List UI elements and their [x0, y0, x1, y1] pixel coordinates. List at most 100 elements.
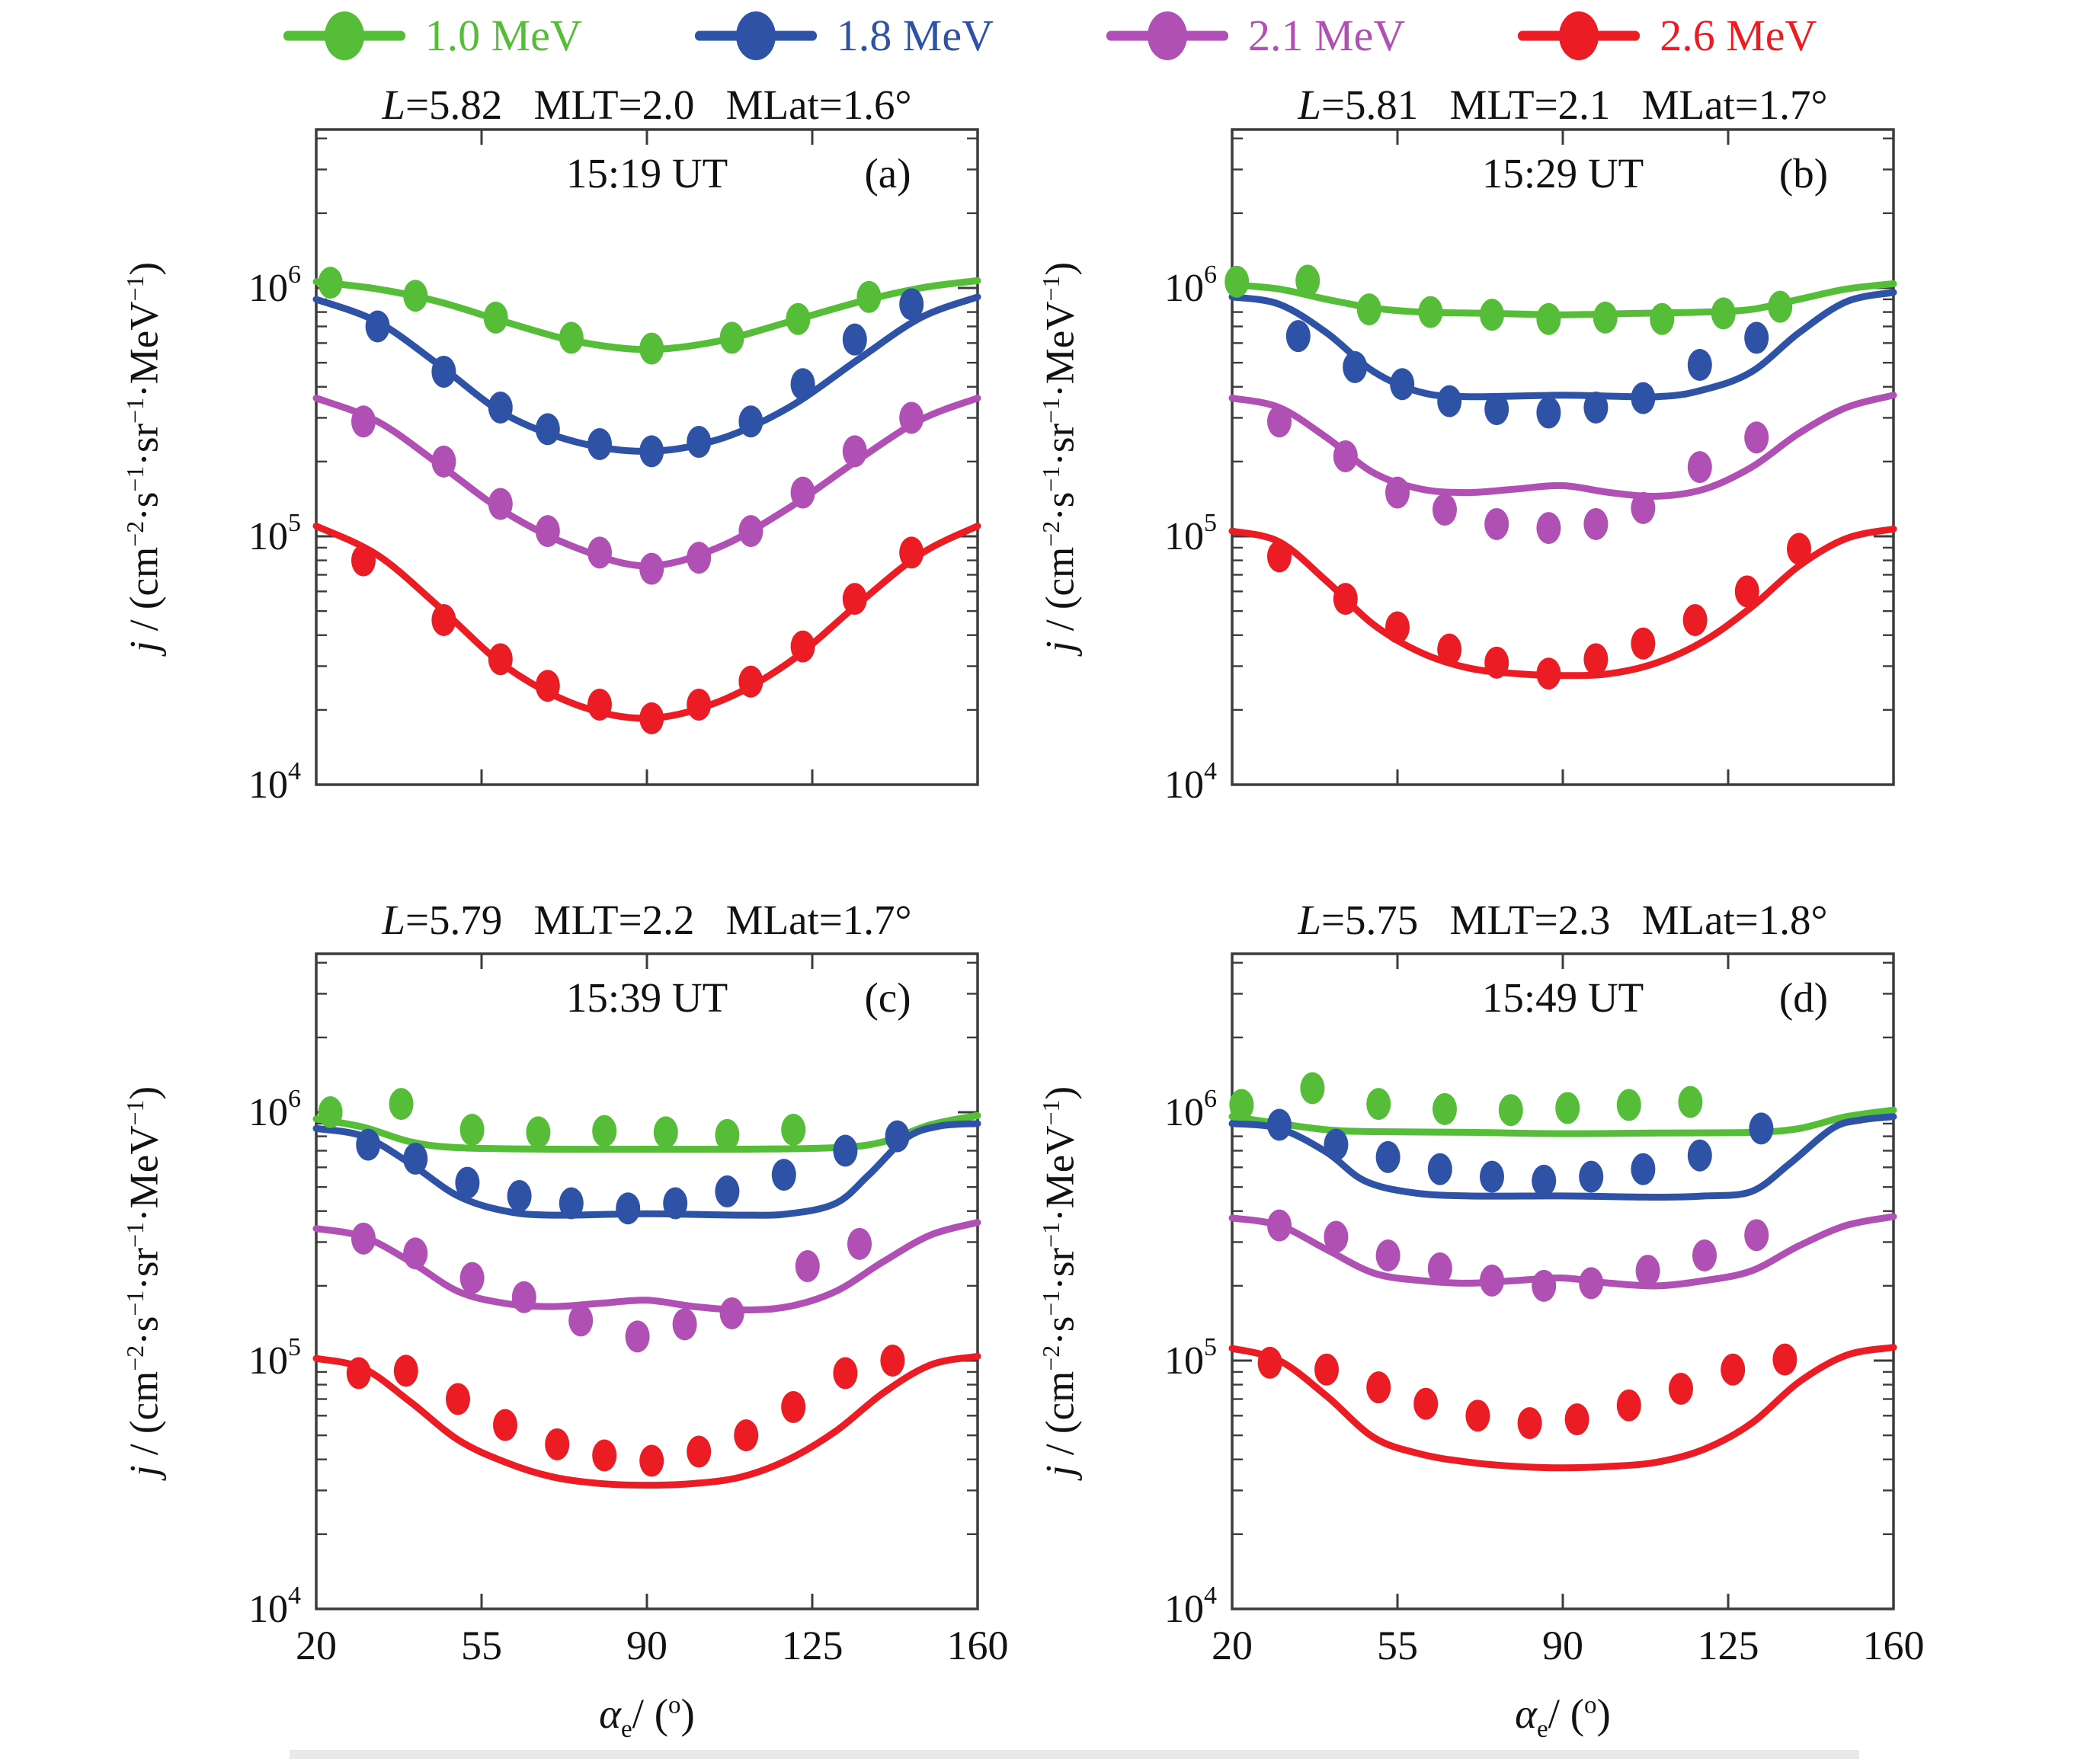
data-point-2.6MeV: [1583, 643, 1609, 676]
time-label-d: 15:49 UT: [1481, 974, 1644, 1021]
data-point-1.0MeV: [1366, 1088, 1391, 1121]
legend-item-2.1mev: 2.1 MeV: [1106, 11, 1405, 60]
data-point-2.1MeV: [738, 515, 763, 548]
data-point-2.6MeV: [880, 1345, 905, 1377]
data-point-1.8MeV: [1687, 348, 1712, 381]
y-tick-label: 106: [248, 261, 301, 310]
axis-label-part: ·MeV: [122, 1125, 167, 1222]
data-point-2.6MeV: [587, 688, 612, 721]
data-point-1.8MeV: [1744, 321, 1769, 354]
data-point-1.8MeV: [1267, 1108, 1292, 1141]
y-axis-label: j / (cm−2·s−1·sr−1·MeV−1): [1037, 1086, 1083, 1476]
data-point-2.6MeV: [738, 665, 763, 698]
data-point-2.6MeV: [1314, 1353, 1339, 1386]
panel-letter-d: (d): [1778, 974, 1829, 1021]
data-point-1.8MeV: [1579, 1160, 1604, 1193]
data-point-1.8MeV: [790, 368, 815, 401]
data-point-2.1MeV: [1532, 1269, 1557, 1302]
axis-label-part: −1: [121, 1099, 149, 1126]
data-point-1.8MeV: [1631, 382, 1656, 414]
data-point-1.8MeV: [1536, 396, 1561, 429]
data-point-2.1MeV: [431, 445, 456, 478]
legend-dot-icon: [735, 11, 776, 60]
data-point-2.1MeV: [1267, 1209, 1292, 1242]
axis-label-part: −2: [121, 520, 149, 547]
data-point-2.1MeV: [1427, 1252, 1452, 1285]
axis-label-part: −1: [1037, 1221, 1064, 1248]
axis-label-part: j: [1038, 641, 1083, 653]
model-line-1.8MeV: [312, 293, 981, 455]
x-tick-label: 20: [296, 1623, 337, 1668]
axis-label-part: o: [668, 1691, 681, 1719]
axis-label-part: ·sr: [122, 1247, 167, 1290]
plot-area-a: 106 105 104: [248, 128, 981, 807]
data-point-2.6MeV: [1787, 532, 1811, 565]
data-point-2.1MeV: [639, 552, 664, 585]
data-point-1.0MeV: [1536, 302, 1561, 335]
axis-label-part: / (cm: [1038, 1370, 1083, 1466]
data-point-2.6MeV: [639, 702, 664, 734]
data-point-2.6MeV: [592, 1439, 617, 1472]
data-point-1.8MeV: [431, 355, 456, 388]
legend-label: 1.8 MeV: [836, 11, 994, 60]
axis-label-part: ·sr: [1038, 423, 1083, 466]
data-point-1.8MeV: [1484, 393, 1509, 426]
data-point-1.8MeV: [885, 1120, 910, 1153]
x-tick-label: 125: [782, 1623, 844, 1668]
data-point-1.0MeV: [719, 321, 744, 354]
data-point-2.6MeV: [1669, 1373, 1693, 1406]
data-point-2.1MeV: [719, 1297, 744, 1329]
data-point-1.0MeV: [1295, 264, 1321, 297]
data-point-1.8MeV: [715, 1175, 740, 1207]
x-tick-label: 160: [1863, 1623, 1925, 1668]
axis-label-part: ): [1038, 1086, 1083, 1100]
data-point-1.8MeV: [663, 1187, 688, 1220]
x-tick-label: 20: [1212, 1623, 1253, 1668]
data-point-2.6MeV: [1682, 603, 1708, 636]
data-point-2.6MeV: [1616, 1389, 1641, 1422]
data-point-2.1MeV: [1333, 440, 1358, 472]
data-point-2.1MeV: [1536, 512, 1561, 545]
data-point-2.1MeV: [587, 536, 612, 569]
data-point-2.6MeV: [431, 603, 456, 636]
data-point-2.1MeV: [899, 401, 924, 434]
data-point-2.1MeV: [568, 1304, 594, 1337]
data-point-2.6MeV: [346, 1357, 371, 1390]
data-point-2.1MeV: [625, 1320, 650, 1353]
y-tick-label: 104: [248, 757, 301, 807]
data-point-1.0MeV: [403, 280, 428, 312]
data-point-2.1MeV: [1385, 476, 1410, 509]
data-point-1.8MeV: [1749, 1112, 1774, 1145]
data-point-2.6MeV: [1484, 646, 1509, 679]
data-point-1.8MeV: [365, 310, 390, 343]
data-point-2.6MeV: [687, 688, 712, 721]
data-point-2.6MeV: [1772, 1343, 1797, 1376]
legend-dot-icon: [1148, 11, 1187, 60]
data-point-1.8MeV: [1324, 1128, 1349, 1161]
data-point-2.6MeV: [734, 1419, 759, 1452]
data-point-2.6MeV: [1517, 1407, 1542, 1440]
data-point-2.6MeV: [1721, 1353, 1746, 1386]
data-point-2.6MeV: [790, 630, 815, 663]
data-point-1.8MeV: [488, 391, 513, 424]
data-point-2.1MeV: [1480, 1264, 1504, 1297]
data-point-2.1MeV: [351, 1222, 376, 1255]
data-point-2.1MeV: [351, 405, 376, 438]
data-point-1.8MeV: [771, 1159, 796, 1191]
data-point-1.0MeV: [1418, 296, 1443, 328]
data-point-2.1MeV: [459, 1262, 485, 1294]
data-point-2.1MeV: [790, 476, 815, 509]
data-point-1.8MeV: [587, 428, 612, 461]
data-point-1.0MeV: [1356, 293, 1381, 326]
data-point-1.8MeV: [1687, 1139, 1712, 1172]
data-point-2.1MeV: [488, 488, 513, 520]
data-point-2.6MeV: [1536, 657, 1561, 690]
data-point-1.0MeV: [483, 301, 508, 334]
model-line-2.6MeV: [1228, 525, 1897, 680]
axis-label-part: / (cm: [1038, 546, 1083, 641]
x-tick-label: 160: [947, 1623, 1009, 1668]
data-point-2.1MeV: [535, 515, 560, 548]
x-axis-label: αe/ (o): [316, 1691, 978, 1742]
data-point-1.8MeV: [356, 1128, 381, 1161]
data-point-2.6MeV: [899, 536, 924, 569]
